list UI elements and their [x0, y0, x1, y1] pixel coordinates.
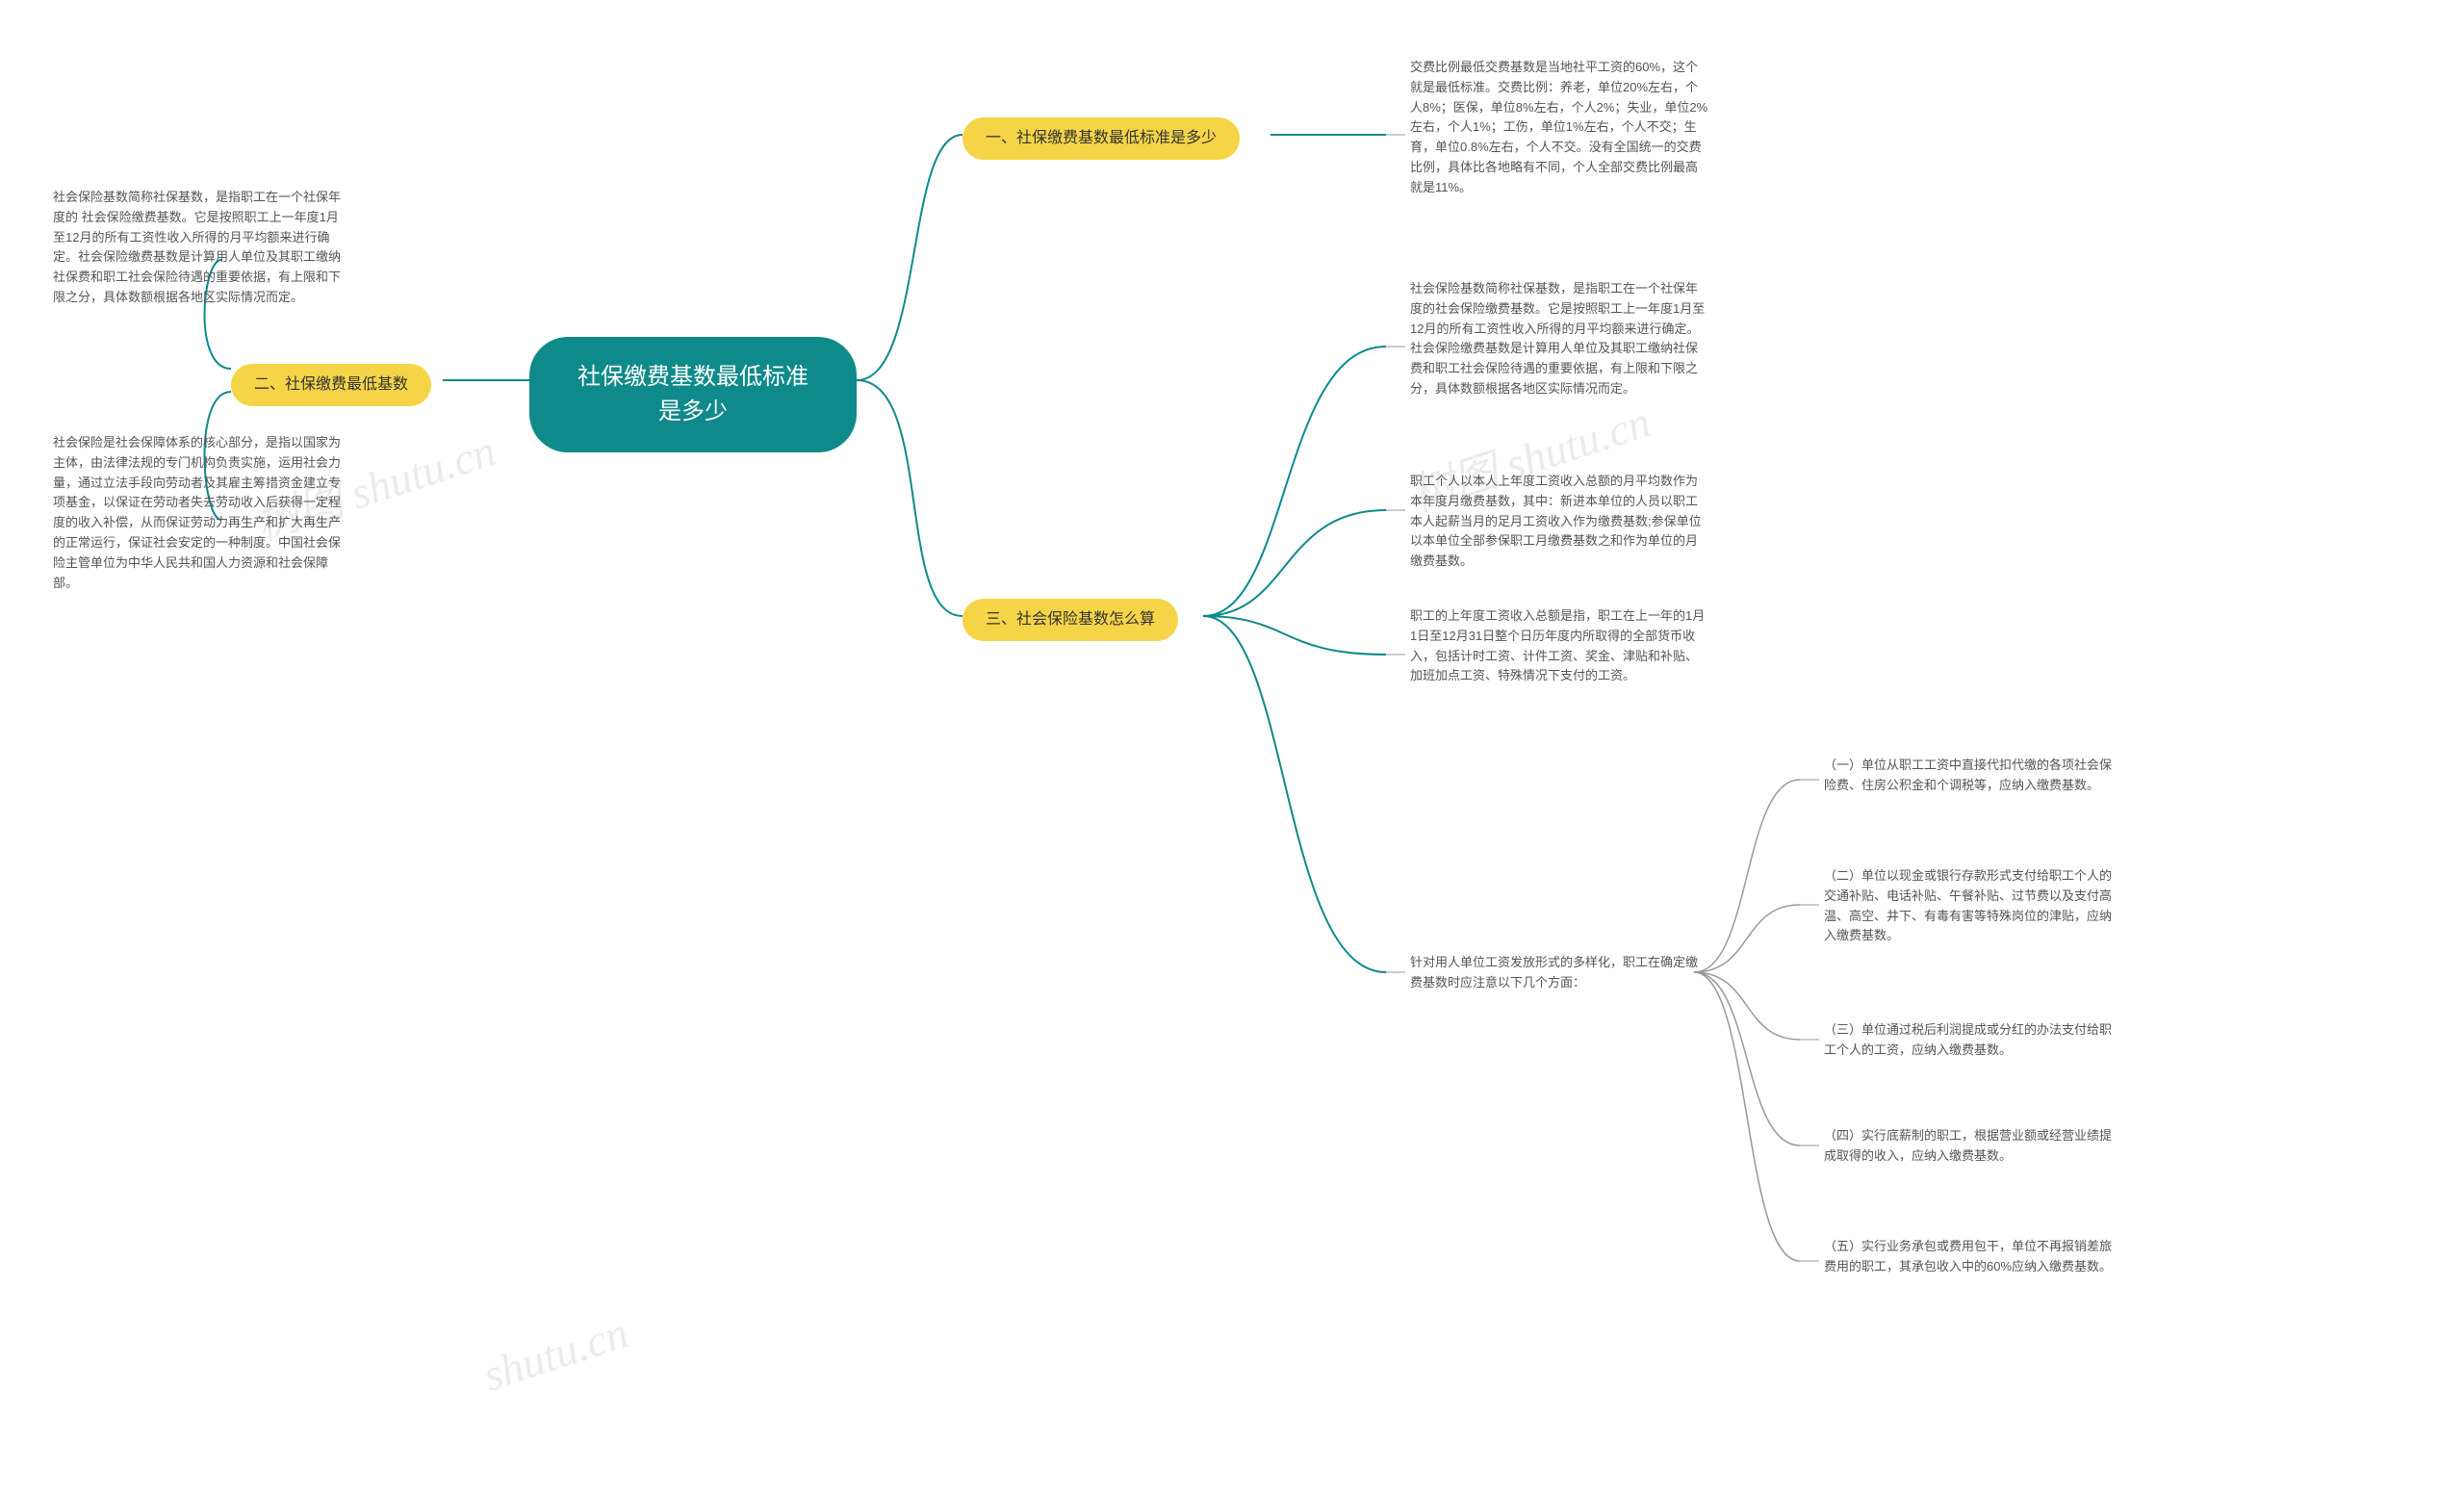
subleaf-node-4: （四）实行底薪制的职工，根据营业额或经营业绩提成取得的收入，应纳入缴费基数。: [1824, 1126, 2113, 1167]
branch-node-1[interactable]: 一、社保缴费基数最低标准是多少: [962, 117, 1240, 160]
leaf-node-2-1: 社会保险基数简称社保基数，是指职工在一个社保年度的 社会保险缴费基数。它是按照职…: [53, 188, 342, 308]
subleaf-node-3: （三）单位通过税后利润提成或分红的办法支付给职工个人的工资，应纳入缴费基数。: [1824, 1020, 2113, 1061]
central-node[interactable]: 社保缴费基数最低标准是多少: [529, 337, 857, 452]
subleaf-node-1: （一）单位从职工工资中直接代扣代缴的各项社会保险费、住房公积金和个调税等，应纳入…: [1824, 756, 2113, 796]
subleaf-node-2: （二）单位以现金或银行存款形式支付给职工个人的交通补贴、电话补贴、午餐补贴、过节…: [1824, 866, 2113, 946]
subleaf-node-5: （五）实行业务承包或费用包干，单位不再报销差旅费用的职工，其承包收入中的60%应…: [1824, 1237, 2113, 1277]
leaf-node-3-2: 职工个人以本人上年度工资收入总额的月平均数作为本年度月缴费基数，其中：新进本单位…: [1410, 472, 1708, 572]
branch-node-2[interactable]: 二、社保缴费最低基数: [231, 364, 431, 406]
leaf-node-3-3: 职工的上年度工资收入总额是指，职工在上一年的1月1日至12月31日整个日历年度内…: [1410, 606, 1708, 686]
leaf-node-3-4: 针对用人单位工资发放形式的多样化，职工在确定缴费基数时应注意以下几个方面：: [1410, 953, 1699, 993]
leaf-node-3-1: 社会保险基数简称社保基数，是指职工在一个社保年度的社会保险缴费基数。它是按照职工…: [1410, 279, 1708, 399]
leaf-node-2-2: 社会保险是社会保障体系的核心部分，是指以国家为主体，由法律法规的专门机构负责实施…: [53, 433, 342, 593]
leaf-node-1-1: 交费比例最低交费基数是当地社平工资的60%，这个就是最低标准。交费比例：养老，单…: [1410, 58, 1708, 198]
branch-node-3[interactable]: 三、社会保险基数怎么算: [962, 599, 1178, 641]
watermark: shutu.cn: [477, 1306, 634, 1401]
